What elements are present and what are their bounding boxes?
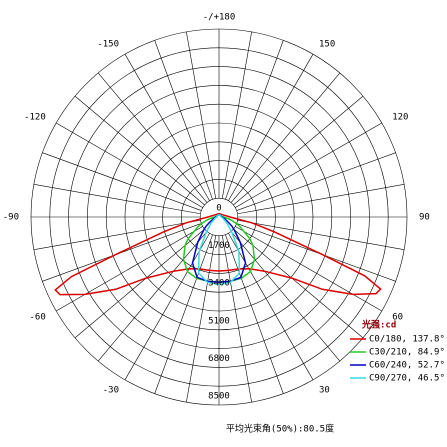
spoke xyxy=(237,219,405,250)
r-tick-label: 5100 xyxy=(208,316,230,326)
legend-title: 光强:cd xyxy=(361,319,396,331)
legend-label: C0/180, 137.8° xyxy=(369,335,445,345)
ring xyxy=(30,28,408,406)
angle-tick-label: -/+180 xyxy=(203,13,236,23)
labels: 0 1700 3400 5100 6800 8500 -/+180 150 120 90 60 30 -… xyxy=(3,13,445,402)
legend-label: C30/210, 84.9° xyxy=(369,348,445,358)
spoke xyxy=(124,233,210,380)
spoke xyxy=(33,219,201,250)
angle-tick-label: 90 xyxy=(419,213,430,223)
angle-tick-label: 30 xyxy=(319,386,330,396)
spoke xyxy=(228,54,314,201)
legend-label: C60/240, 52.7° xyxy=(369,361,445,371)
angle-tick-label: -150 xyxy=(97,39,119,49)
angle-tick-label: -30 xyxy=(103,386,119,396)
spoke xyxy=(228,233,314,380)
angle-tick-label: -90 xyxy=(3,213,19,223)
ring xyxy=(143,141,295,293)
spoke xyxy=(56,122,203,208)
angle-tick-label: -60 xyxy=(30,313,46,323)
ring xyxy=(181,179,257,255)
spoke xyxy=(235,122,382,208)
spoke xyxy=(225,234,284,394)
ring xyxy=(68,66,370,368)
intensity-curve xyxy=(197,214,241,286)
spoke xyxy=(230,231,341,362)
spoke xyxy=(225,40,284,200)
spoke xyxy=(154,40,213,200)
spoke xyxy=(42,152,202,211)
spoke xyxy=(233,95,364,206)
spoke xyxy=(74,95,205,206)
angle-tick-label: 120 xyxy=(392,113,408,123)
angle-tick-label: 150 xyxy=(319,39,335,49)
r-tick-label: 0 xyxy=(216,204,221,214)
spoke xyxy=(33,184,201,215)
angle-tick-label: 60 xyxy=(392,313,403,323)
r-tick-label: 1700 xyxy=(208,241,230,251)
spoke xyxy=(186,31,217,199)
spoke xyxy=(221,31,252,199)
spoke xyxy=(235,226,382,312)
spoke xyxy=(221,235,252,403)
r-tick-label: 3400 xyxy=(208,279,230,289)
spoke xyxy=(74,228,205,339)
spoke xyxy=(154,234,213,394)
intensity-curve xyxy=(54,212,382,296)
chart-title: 平均光束角(50%):80.5度 xyxy=(226,423,334,435)
r-tick-label: 6800 xyxy=(208,354,230,364)
spoke xyxy=(186,235,217,403)
spoke xyxy=(230,72,341,203)
spoke xyxy=(233,228,364,339)
curves xyxy=(54,212,382,296)
legend-label: C90/270, 46.5° xyxy=(369,374,445,384)
spoke xyxy=(97,72,208,203)
r-tick-label: 8500 xyxy=(208,392,230,402)
intensity-curve xyxy=(191,214,247,283)
ring xyxy=(105,103,333,331)
grid xyxy=(30,28,408,406)
angle-tick-label: -120 xyxy=(24,113,46,123)
spoke xyxy=(124,54,210,201)
spoke xyxy=(97,231,208,362)
spoke xyxy=(237,184,405,215)
spoke xyxy=(56,226,203,312)
spoke xyxy=(236,152,396,211)
